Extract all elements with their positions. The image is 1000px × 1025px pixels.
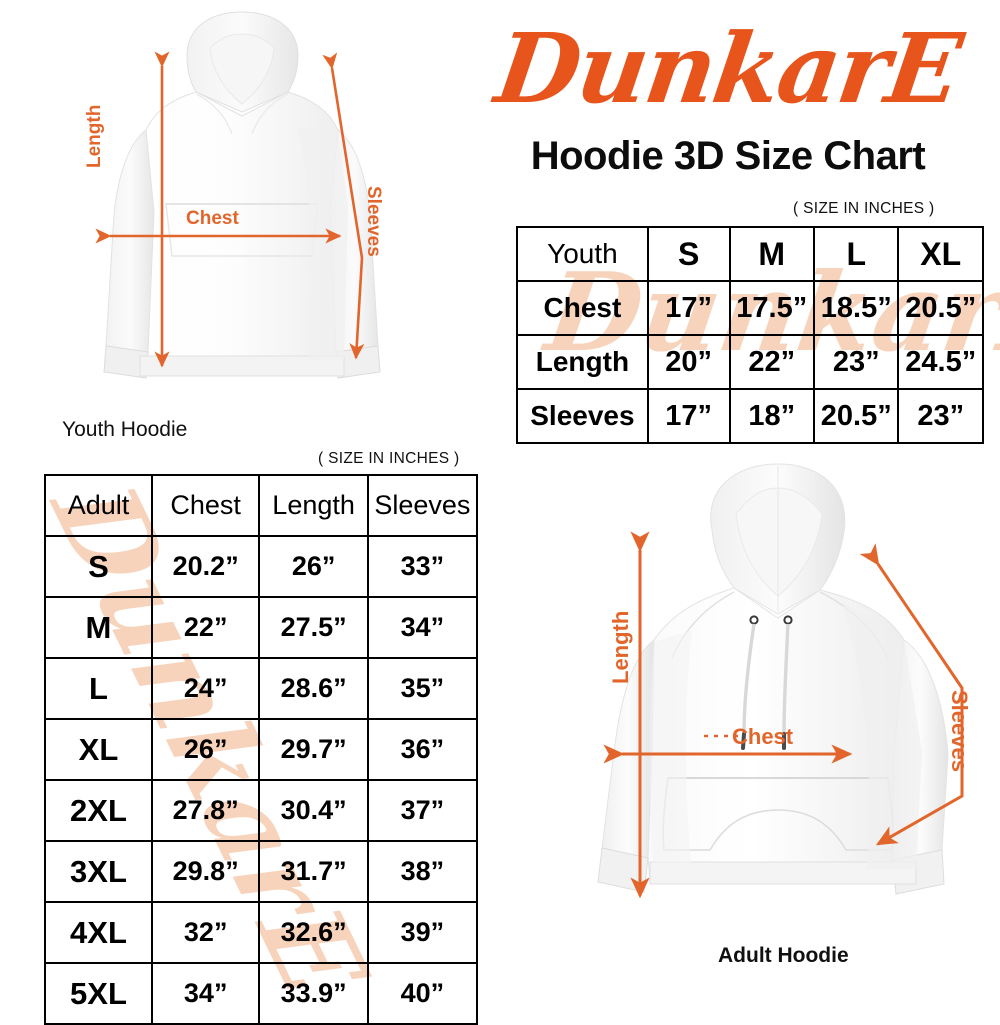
row-header: 2XL bbox=[44, 779, 153, 842]
table-cell: 24” bbox=[150, 657, 261, 720]
youth-hoodie-figure: Length Chest Sleeves bbox=[62, 8, 422, 408]
table-cell: 34” bbox=[150, 962, 261, 1025]
row-header: 4XL bbox=[44, 901, 153, 964]
column-header: Sleeves bbox=[366, 474, 479, 537]
table-row: 2XL 27.8” 30.4” 37” bbox=[44, 779, 479, 842]
table-cell: 27.8” bbox=[150, 779, 261, 842]
table-cell: 35” bbox=[366, 657, 479, 720]
table-cell: 34” bbox=[366, 596, 479, 659]
table-cell: 30.4” bbox=[258, 779, 369, 842]
table-row: L 24” 28.6” 35” bbox=[44, 657, 479, 720]
table-cell: 32” bbox=[150, 901, 261, 964]
youth-size-table: Youth S M L XL Chest 17” 17.5” 18.5” 20.5” Length 2… bbox=[516, 226, 984, 444]
table-row: 5XL 34” 33.9” 40” bbox=[44, 962, 479, 1025]
table-cell: 39” bbox=[366, 901, 479, 964]
table-corner-label: Youth bbox=[516, 226, 649, 282]
table-cell: 20.5” bbox=[812, 388, 900, 444]
table-cell: 31.7” bbox=[258, 840, 369, 903]
table-cell: 20” bbox=[646, 334, 731, 390]
table-row: Length 20” 22” 23” 24.5” bbox=[516, 334, 984, 390]
row-header: M bbox=[44, 596, 153, 659]
table-cell: 32.6” bbox=[258, 901, 369, 964]
row-header: Sleeves bbox=[516, 388, 649, 444]
table-cell: 27.5” bbox=[258, 596, 369, 659]
table-cell: 22” bbox=[728, 334, 815, 390]
table-cell: 22” bbox=[150, 596, 261, 659]
column-header: S bbox=[646, 226, 731, 282]
table-cell: 24.5” bbox=[897, 334, 984, 390]
table-header-row: Youth S M L XL bbox=[516, 226, 984, 282]
column-header: Chest bbox=[150, 474, 261, 537]
table-corner-label: Adult bbox=[44, 474, 153, 537]
youth-units-note: ( SIZE IN INCHES ) bbox=[793, 200, 935, 217]
table-cell: 20.2” bbox=[150, 535, 261, 598]
page-title: Hoodie 3D Size Chart bbox=[530, 134, 926, 178]
table-row: 3XL 29.8” 31.7” 38” bbox=[44, 840, 479, 903]
table-cell: 28.6” bbox=[258, 657, 369, 720]
table-header-row: Adult Chest Length Sleeves bbox=[44, 474, 479, 537]
table-cell: 40” bbox=[366, 962, 479, 1025]
table-cell: 38” bbox=[366, 840, 479, 903]
row-header: S bbox=[44, 535, 153, 598]
table-cell: 26” bbox=[150, 718, 261, 781]
adult-units-note: ( SIZE IN INCHES ) bbox=[318, 450, 460, 467]
table-row: 4XL 32” 32.6” 39” bbox=[44, 901, 479, 964]
row-header: Chest bbox=[516, 280, 649, 336]
table-cell: 20.5” bbox=[897, 280, 984, 336]
table-row: M 22” 27.5” 34” bbox=[44, 596, 479, 659]
row-header: L bbox=[44, 657, 153, 720]
table-row: XL 26” 29.7” 36” bbox=[44, 718, 479, 781]
column-header: M bbox=[728, 226, 815, 282]
table-cell: 17” bbox=[646, 280, 731, 336]
adult-size-table: Adult Chest Length Sleeves S 20.2” 26” 33” M 22” 2… bbox=[44, 474, 479, 1025]
table-cell: 17” bbox=[646, 388, 731, 444]
size-chart-page: DunkarE Hoodie 3D Size Chart DunkarE Dun… bbox=[24, 8, 1000, 1025]
column-header: Length bbox=[258, 474, 369, 537]
table-row: S 20.2” 26” 33” bbox=[44, 535, 479, 598]
table-cell: 23” bbox=[812, 334, 900, 390]
table-cell: 33.9” bbox=[258, 962, 369, 1025]
adult-figure-caption: Adult Hoodie bbox=[718, 944, 849, 967]
table-cell: 26” bbox=[258, 535, 369, 598]
row-header: 5XL bbox=[44, 962, 153, 1025]
table-cell: 18” bbox=[728, 388, 815, 444]
table-row: Chest 17” 17.5” 18.5” 20.5” bbox=[516, 280, 984, 336]
brand-header: DunkarE Hoodie 3D Size Chart bbox=[468, 8, 988, 208]
table-cell: 37” bbox=[366, 779, 479, 842]
table-cell: 17.5” bbox=[728, 280, 815, 336]
table-cell: 33” bbox=[366, 535, 479, 598]
row-header: 3XL bbox=[44, 840, 153, 903]
row-header: XL bbox=[44, 718, 153, 781]
table-cell: 18.5” bbox=[812, 280, 900, 336]
youth-figure-caption: Youth Hoodie bbox=[62, 418, 188, 441]
table-cell: 29.8” bbox=[150, 840, 261, 903]
column-header: XL bbox=[897, 226, 984, 282]
table-cell: 36” bbox=[366, 718, 479, 781]
column-header: L bbox=[812, 226, 900, 282]
table-cell: 23” bbox=[897, 388, 984, 444]
row-header: Length bbox=[516, 334, 649, 390]
table-cell: 29.7” bbox=[258, 718, 369, 781]
table-row: Sleeves 17” 18” 20.5” 23” bbox=[516, 388, 984, 444]
